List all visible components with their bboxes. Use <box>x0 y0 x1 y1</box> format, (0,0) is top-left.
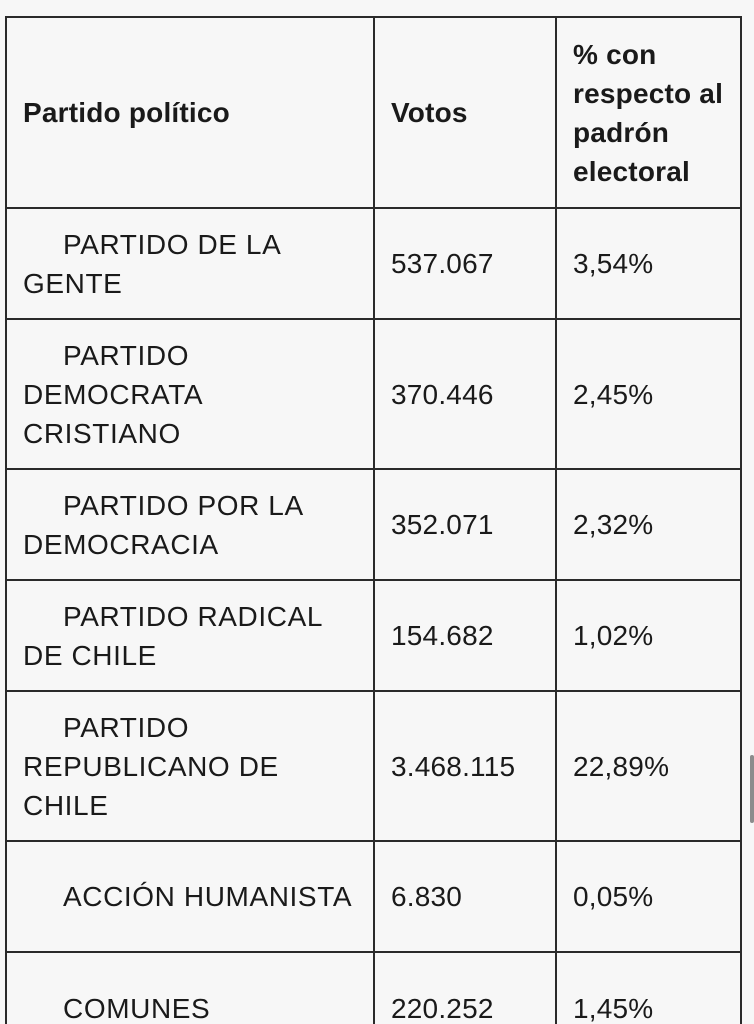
table-row: ACCIÓN HUMANISTA 6.830 0,05% <box>5 840 742 953</box>
votes-value: 6.830 <box>373 840 557 953</box>
percent-value: 22,89% <box>555 690 742 842</box>
table-row: COMUNES 220.252 1,45% <box>5 951 742 1024</box>
party-name: COMUNES <box>5 951 375 1024</box>
election-results-table: Partido político Votos % con respecto al… <box>5 16 742 1024</box>
votes-value: 352.071 <box>373 468 557 581</box>
table-header-row: Partido político Votos % con respecto al… <box>5 16 742 209</box>
percent-value: 2,32% <box>555 468 742 581</box>
party-name: PARTIDO DE LA GENTE <box>5 207 375 320</box>
percent-value: 2,45% <box>555 318 742 470</box>
party-name: PARTIDO REPUBLICANO DE CHILE <box>5 690 375 842</box>
party-name: PARTIDO POR LA DEMOCRACIA <box>5 468 375 581</box>
header-party: Partido político <box>5 16 375 209</box>
votes-value: 370.446 <box>373 318 557 470</box>
votes-value: 154.682 <box>373 579 557 692</box>
table-row: PARTIDO RADICAL DE CHILE 154.682 1,02% <box>5 579 742 692</box>
table-row: PARTIDO DE LA GENTE 537.067 3,54% <box>5 207 742 320</box>
table-row: PARTIDO POR LA DEMOCRACIA 352.071 2,32% <box>5 468 742 581</box>
percent-value: 3,54% <box>555 207 742 320</box>
percent-value: 1,45% <box>555 951 742 1024</box>
percent-value: 0,05% <box>555 840 742 953</box>
table-row: PARTIDO DEMOCRATA CRISTIANO 370.446 2,45… <box>5 318 742 470</box>
votes-value: 220.252 <box>373 951 557 1024</box>
table-row: PARTIDO REPUBLICANO DE CHILE 3.468.115 2… <box>5 690 742 842</box>
party-name: PARTIDO DEMOCRATA CRISTIANO <box>5 318 375 470</box>
votes-value: 537.067 <box>373 207 557 320</box>
party-name: PARTIDO RADICAL DE CHILE <box>5 579 375 692</box>
header-percent: % con respecto al padrón electoral <box>555 16 742 209</box>
scrollbar-thumb[interactable] <box>750 755 754 823</box>
party-name: ACCIÓN HUMANISTA <box>5 840 375 953</box>
percent-value: 1,02% <box>555 579 742 692</box>
votes-value: 3.468.115 <box>373 690 557 842</box>
header-votes: Votos <box>373 16 557 209</box>
